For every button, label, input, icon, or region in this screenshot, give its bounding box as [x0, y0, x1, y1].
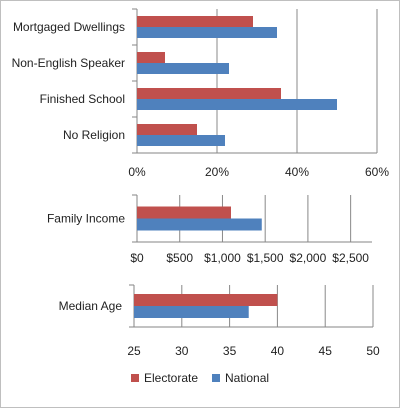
- tick-label-1-5: $2,500: [332, 251, 369, 265]
- tick-label-0-0: 0%: [128, 165, 146, 179]
- tick-label-1-1: $500: [166, 251, 193, 265]
- bar-electorate-0-2: [137, 88, 281, 99]
- bar-electorate-1-0: [137, 206, 231, 219]
- tick-label-2-4: 45: [319, 344, 333, 358]
- category-label-0-3: No Religion: [63, 128, 125, 142]
- legend-item-national: National: [212, 371, 269, 385]
- bar-national-0-3: [137, 135, 225, 146]
- tick-label-1-2: $1,000: [204, 251, 241, 265]
- tick-label-2-1: 30: [175, 344, 189, 358]
- bar-electorate-0-1: [137, 52, 165, 63]
- bar-national-1-0: [137, 218, 262, 231]
- legend-item-electorate: Electorate: [130, 371, 198, 385]
- bar-national-2-0: [134, 306, 249, 318]
- tick-label-0-2: 40%: [285, 165, 309, 179]
- tick-label-2-2: 35: [223, 344, 237, 358]
- category-label-0-1: Non-English Speaker: [12, 56, 125, 70]
- legend-label-electorate: Electorate: [143, 371, 198, 385]
- tick-label-1-3: $1,500: [247, 251, 284, 265]
- legend-swatch-national: [212, 374, 220, 382]
- bar-electorate-0-3: [137, 124, 197, 135]
- bar-electorate-2-0: [134, 294, 278, 306]
- tick-label-1-4: $2,000: [290, 251, 327, 265]
- legend-swatch-electorate: [130, 374, 139, 382]
- tick-label-0-1: 20%: [205, 165, 229, 179]
- bar-electorate-0-0: [137, 16, 253, 27]
- tick-label-2-0: 25: [127, 344, 141, 358]
- tick-label-0-3: 60%: [365, 165, 389, 179]
- category-label-1-0: Family Income: [47, 212, 125, 226]
- category-label-0-0: Mortgaged Dwellings: [13, 20, 125, 34]
- category-label-2-0: Median Age: [59, 299, 123, 313]
- legend-label-national: National: [225, 371, 270, 385]
- tick-label-2-5: 50: [366, 344, 380, 358]
- bar-national-0-1: [137, 63, 229, 74]
- bar-national-0-0: [137, 27, 277, 38]
- legend: Electorate National: [0, 369, 400, 387]
- bar-national-0-2: [137, 99, 337, 110]
- tick-label-1-0: $0: [130, 251, 144, 265]
- category-label-0-2: Finished School: [40, 92, 125, 106]
- tick-label-2-3: 40: [271, 344, 285, 358]
